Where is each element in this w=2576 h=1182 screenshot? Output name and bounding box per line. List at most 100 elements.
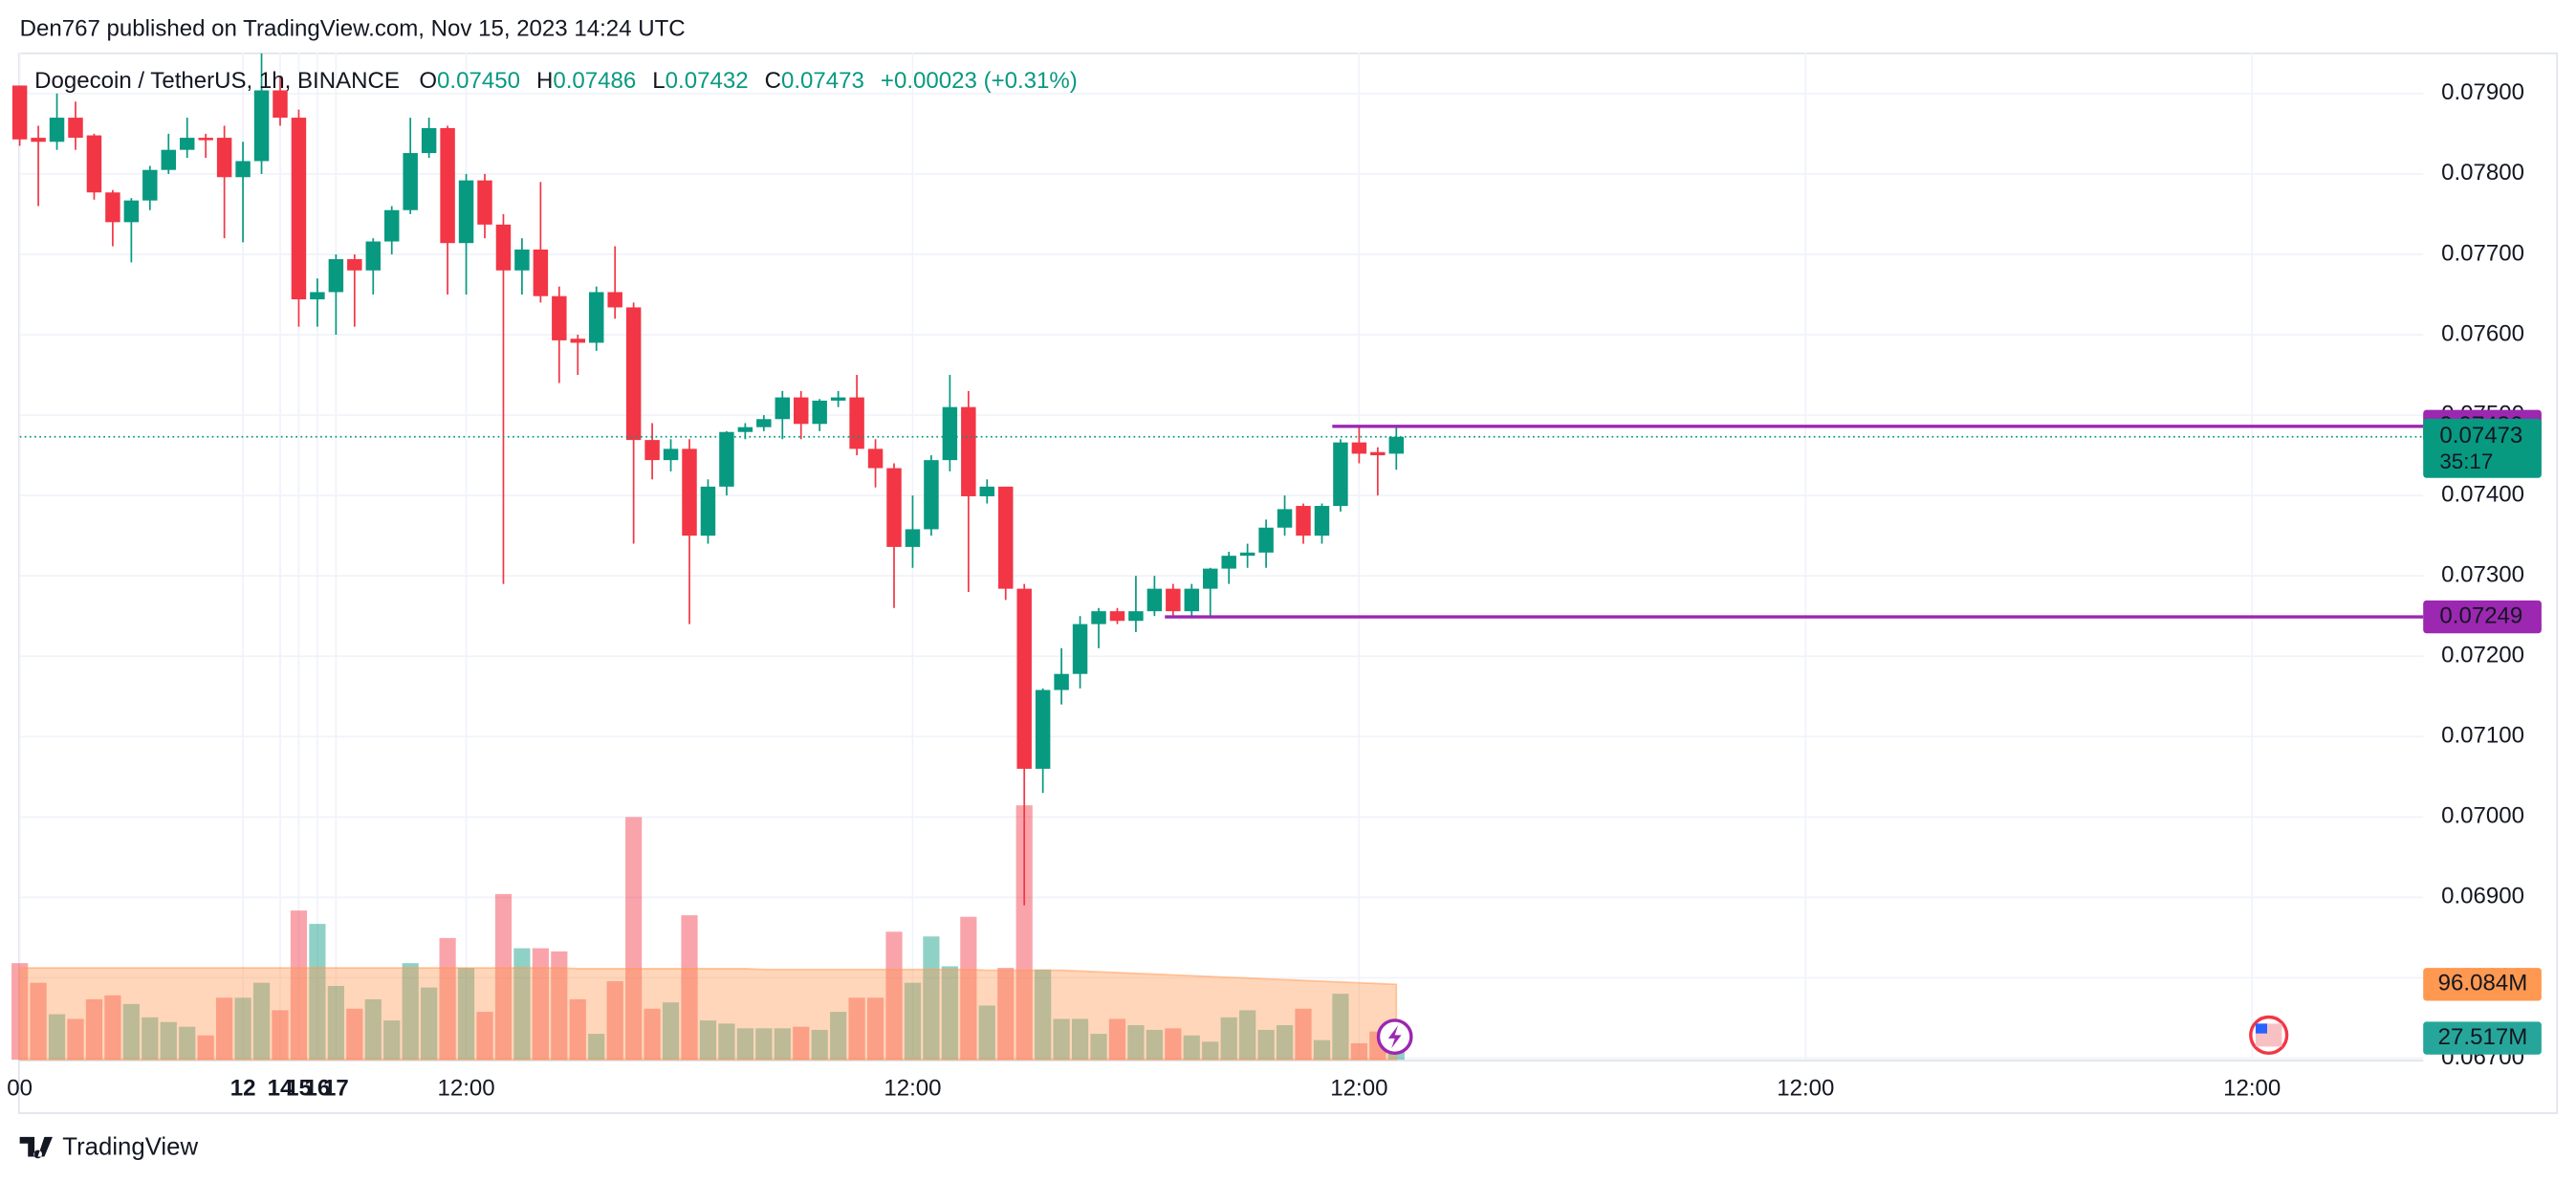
volume-bar (866, 997, 884, 1061)
event-icon (1376, 1018, 1413, 1056)
volume-bar (30, 982, 47, 1061)
volume-bar (532, 948, 549, 1061)
candle-body (1072, 624, 1088, 674)
candle-body (383, 209, 400, 242)
x-tick-label: 17 (323, 1075, 349, 1101)
level-label: 0.07249 (2439, 602, 2522, 628)
y-tick-label: 0.07900 (2441, 79, 2524, 105)
x-tick-label: 16 (305, 1075, 331, 1101)
candle-body (291, 118, 307, 300)
volume-bar (718, 1023, 735, 1061)
volume-bar (662, 1002, 680, 1061)
countdown-label: 35:17 (2439, 449, 2493, 473)
y-tick-label: 0.07100 (2441, 723, 2524, 749)
volume-bar (142, 1017, 159, 1061)
candle-body (998, 486, 1014, 589)
volume-bar (234, 997, 251, 1061)
legend-key: O (419, 68, 437, 94)
candle-body (570, 339, 586, 343)
volume-bar (104, 995, 121, 1061)
volume-bar (421, 987, 438, 1061)
candle-body (1035, 690, 1051, 769)
legend: Dogecoin / TetherUS, 1h, BINANCE O0.0745… (34, 68, 1078, 94)
candle-body (849, 397, 864, 449)
candle-body (31, 138, 46, 142)
volume-bar (346, 1008, 363, 1061)
brand-name: TradingView (62, 1134, 198, 1161)
volume-bar (941, 966, 958, 1061)
candle-body (1388, 436, 1405, 454)
volume-bar (588, 1034, 605, 1061)
candle-body (514, 249, 530, 271)
candle-body (886, 468, 902, 547)
legend-value: 0.07450 (437, 68, 520, 94)
volume-ma-tag (2423, 968, 2542, 1001)
candle-body (347, 258, 362, 271)
candle-body (1258, 527, 1274, 553)
volume-bar (494, 893, 513, 1061)
candle-body (867, 449, 884, 469)
volume-bar (1257, 1029, 1275, 1061)
candle-body (775, 397, 791, 420)
flag-icon (2249, 1015, 2289, 1056)
volume-bar (625, 817, 643, 1061)
volume-bar (569, 998, 586, 1061)
candle-body (216, 138, 232, 178)
volume-bar (793, 1026, 810, 1061)
volume-bar (1239, 1010, 1256, 1061)
candle-body (552, 296, 567, 340)
volume-bar (1090, 1034, 1107, 1061)
volume-bar (1183, 1035, 1200, 1061)
y-tick-label: 0.07600 (2441, 320, 2524, 346)
publish-header: Den767 published on TradingView.com, Nov… (20, 15, 686, 41)
candle-body (1370, 451, 1386, 456)
volume-bar (811, 1029, 828, 1061)
candle-body (607, 292, 622, 308)
chart-frame (17, 52, 2559, 1114)
candle-body (830, 397, 846, 401)
candle-body (495, 224, 512, 271)
y-tick-label: 0.07700 (2441, 240, 2524, 266)
candle-body (1221, 556, 1236, 569)
volume-bar (699, 1020, 717, 1061)
candle-body (924, 460, 939, 530)
x-tick-label: 12:00 (437, 1075, 494, 1101)
volume-bar (885, 931, 903, 1061)
candle-body (942, 406, 958, 461)
legend-value: 0.07432 (666, 68, 749, 94)
candle-body (11, 85, 28, 140)
level-tag (2423, 600, 2542, 634)
volume-bar (252, 982, 271, 1061)
volume-bar (513, 948, 531, 1061)
candle-body (756, 419, 772, 427)
candle-body (1109, 611, 1125, 622)
volume-bar (774, 1028, 791, 1061)
candle-body (719, 431, 734, 487)
volume-bar (1071, 1018, 1089, 1061)
candle-body (458, 180, 474, 244)
volume-bar (1295, 1008, 1312, 1061)
x-tick-label: 14 (268, 1075, 294, 1101)
volume-bar (1276, 1025, 1294, 1061)
candle-body (533, 249, 549, 296)
y-tick-label: 0.06900 (2441, 884, 2524, 909)
volume-bar (383, 1020, 401, 1061)
volume-bar (904, 982, 922, 1061)
grid (18, 52, 2424, 1061)
volume-bar (122, 1003, 140, 1061)
volume-bar (1165, 1028, 1182, 1061)
candle-body (1333, 442, 1348, 507)
candle-body (588, 292, 604, 343)
candle-body (625, 307, 642, 441)
price-tag (2423, 418, 2542, 478)
volume-bar (1015, 805, 1033, 1061)
candle-body (328, 258, 344, 293)
x-tick-label: 12:00 (1777, 1075, 1834, 1101)
candle-body (179, 138, 195, 150)
volume-bar (85, 998, 103, 1061)
candle-body (1054, 673, 1069, 690)
candle-body (1277, 509, 1293, 528)
legend-key: H (536, 68, 553, 94)
volume-bar (1350, 1042, 1367, 1061)
